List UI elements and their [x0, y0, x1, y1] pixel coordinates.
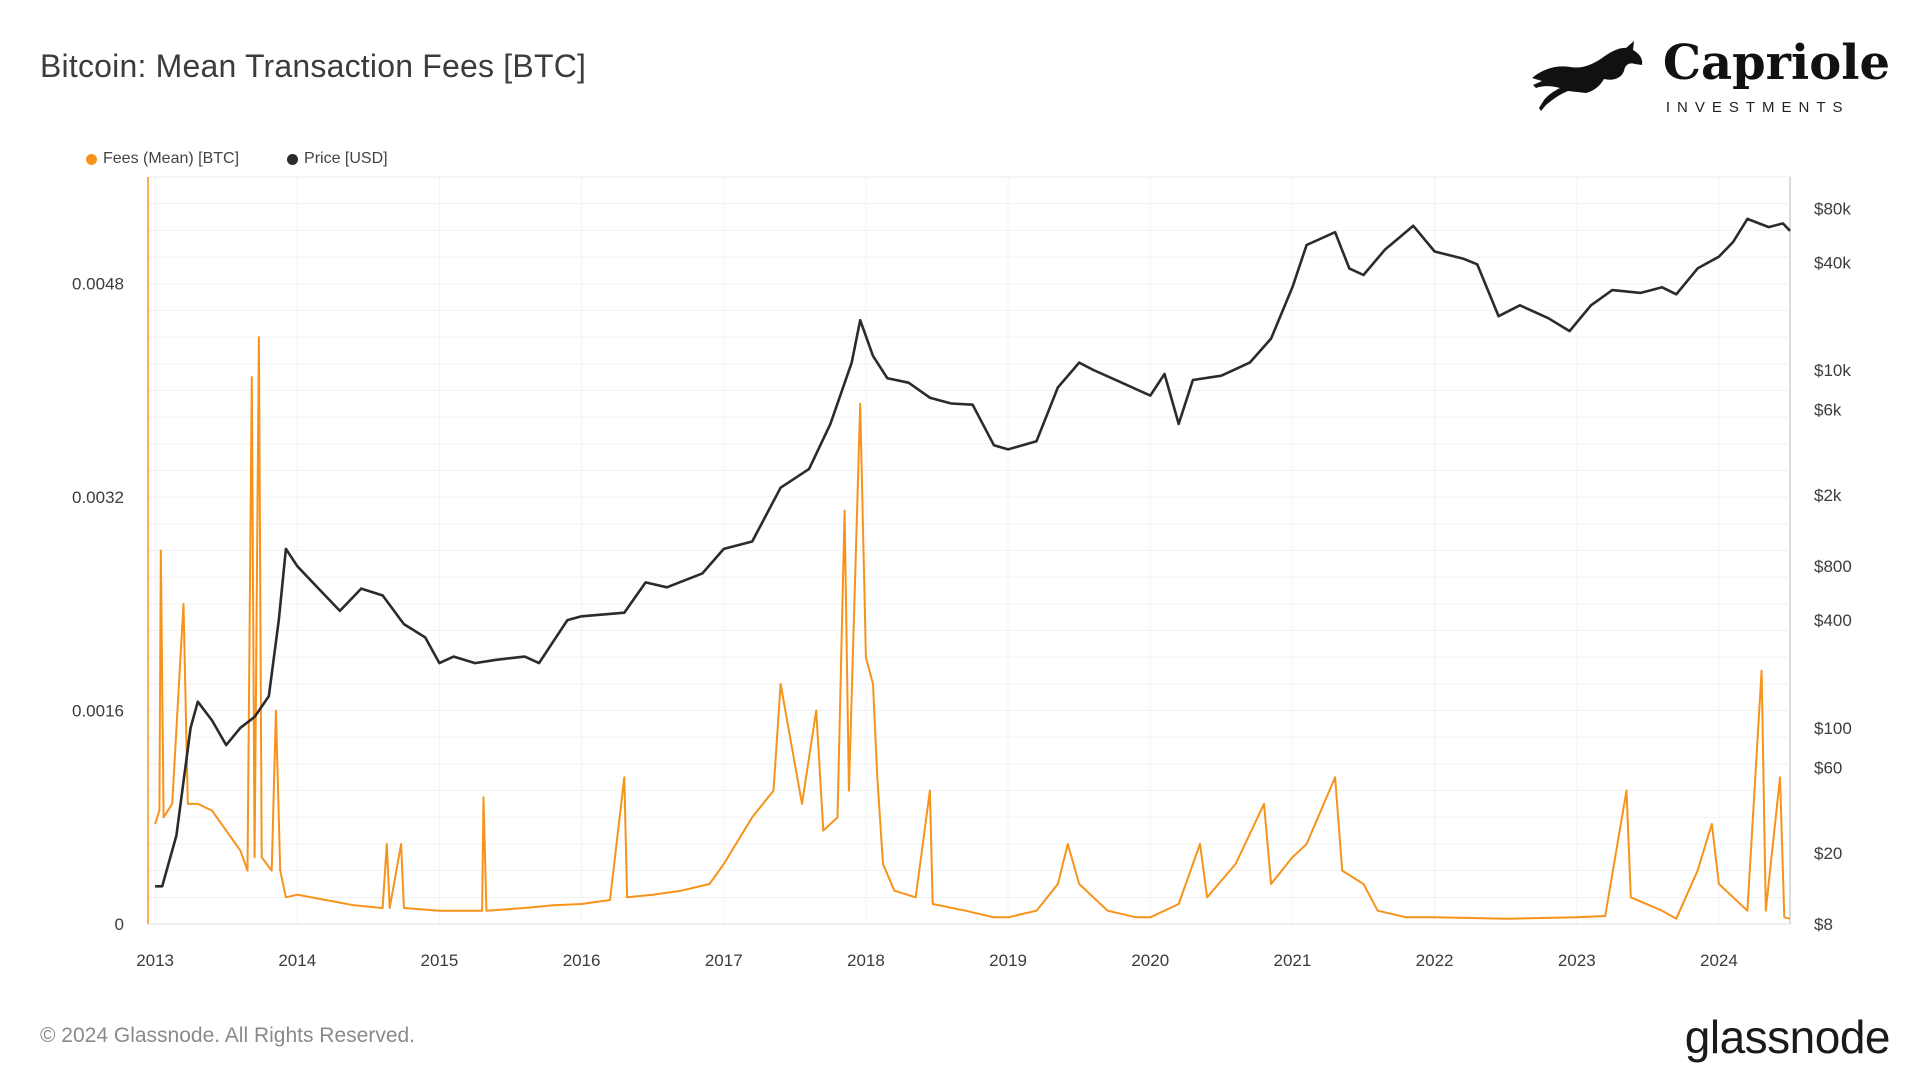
horse-icon	[1531, 41, 1642, 111]
x-tick-label: 2024	[1700, 951, 1738, 970]
x-tick-label: 2021	[1274, 951, 1312, 970]
y-right-tick-label: $20	[1814, 844, 1842, 863]
x-tick-label: 2013	[136, 951, 174, 970]
x-tick-label: 2020	[1131, 951, 1169, 970]
y-right-tick-label: $800	[1814, 557, 1852, 576]
brand-logo: Capriole INVESTMENTS	[1530, 38, 1890, 116]
x-tick-label: 2019	[989, 951, 1027, 970]
y-left-tick-label: 0	[115, 915, 124, 934]
x-tick-label: 2023	[1558, 951, 1596, 970]
y-left-tick-label: 0.0048	[72, 275, 124, 294]
brand-subtitle: INVESTMENTS	[1665, 98, 1850, 116]
x-tick-label: 2016	[563, 951, 601, 970]
y-right-tick-label: $60	[1814, 758, 1842, 777]
x-tick-label: 2022	[1416, 951, 1454, 970]
y-right-tick-label: $8	[1814, 915, 1833, 934]
x-tick-label: 2018	[847, 951, 885, 970]
y-right-tick-label: $6k	[1814, 401, 1842, 420]
price-series-line	[155, 217, 1791, 888]
y-right-tick-label: $10k	[1814, 361, 1851, 380]
chart: 0 0.0016 0.0032 0.0048 $8 $20 $60 $100 $400 $800 $…	[72, 176, 1852, 970]
y-left-tick-label: 0.0032	[72, 488, 124, 507]
copyright-text: © 2024 Glassnode. All Rights Reserved.	[40, 1024, 416, 1047]
legend-item-price[interactable]: Price [USD]	[287, 150, 388, 168]
brand-name: Capriole	[1662, 34, 1890, 91]
legend-item-fees[interactable]: Fees (Mean) [BTC]	[86, 150, 239, 168]
x-tick-label: 2017	[705, 951, 743, 970]
y-right-tick-label: $400	[1814, 611, 1852, 630]
y-right-tick-label: $2k	[1814, 486, 1842, 505]
legend-label-fees: Fees (Mean) [BTC]	[103, 150, 240, 167]
y-right-tick-label: $100	[1814, 719, 1852, 738]
page-title: Bitcoin: Mean Transaction Fees [BTC]	[40, 48, 587, 84]
fees-series-line	[154, 336, 1791, 920]
chart-legend: Fees (Mean) [BTC] Price [USD]	[86, 150, 388, 168]
x-tick-label: 2015	[421, 951, 459, 970]
y-left-tick-label: 0.0016	[72, 702, 124, 721]
legend-dot-price	[287, 153, 299, 165]
legend-dot-fees	[86, 153, 97, 165]
y-right-tick-label: $40k	[1814, 253, 1851, 272]
x-tick-label: 2014	[278, 951, 316, 970]
y-right-tick-label: $80k	[1814, 199, 1851, 218]
legend-label-price: Price [USD]	[304, 150, 388, 167]
glassnode-logo: glassnode	[1684, 1011, 1891, 1063]
